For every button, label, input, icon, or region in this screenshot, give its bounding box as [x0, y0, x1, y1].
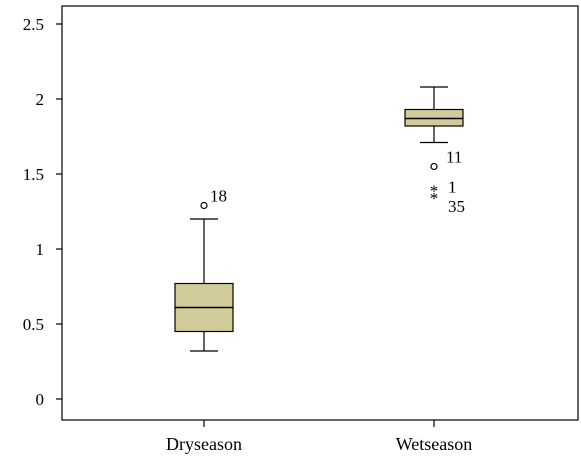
outlier-marker [200, 201, 208, 210]
boxes: 18 11 * 1 * 35 [174, 86, 465, 352]
y-tick-label: 1.5 [23, 165, 44, 184]
outlier-marker [430, 162, 438, 171]
x-tick-label: Wetseason [396, 434, 473, 454]
outlier-marker: * [430, 189, 439, 208]
plot-frame [61, 5, 579, 421]
plot-border [61, 5, 579, 421]
box-wetseason: 11 * 1 * 35 [404, 86, 465, 216]
x-axis: Dryseason Wetseason [166, 420, 472, 454]
outlier-marker: * [430, 182, 439, 201]
outlier-label: 11 [446, 148, 462, 167]
outlier-label: 1 [448, 178, 457, 197]
outlier-label: 35 [448, 197, 465, 216]
y-tick-label: 0 [36, 390, 45, 409]
x-tick-label: Dryseason [166, 434, 242, 454]
box-dryseason: 18 [174, 187, 234, 352]
y-tick-label: 0.5 [23, 315, 44, 334]
y-axis: 0 0.5 1 1.5 2 2.5 [23, 15, 62, 409]
y-tick-label: 1 [36, 240, 45, 259]
y-tick-label: 2.5 [23, 15, 44, 34]
outlier-label: 18 [210, 187, 227, 206]
y-tick-label: 2 [36, 90, 45, 109]
